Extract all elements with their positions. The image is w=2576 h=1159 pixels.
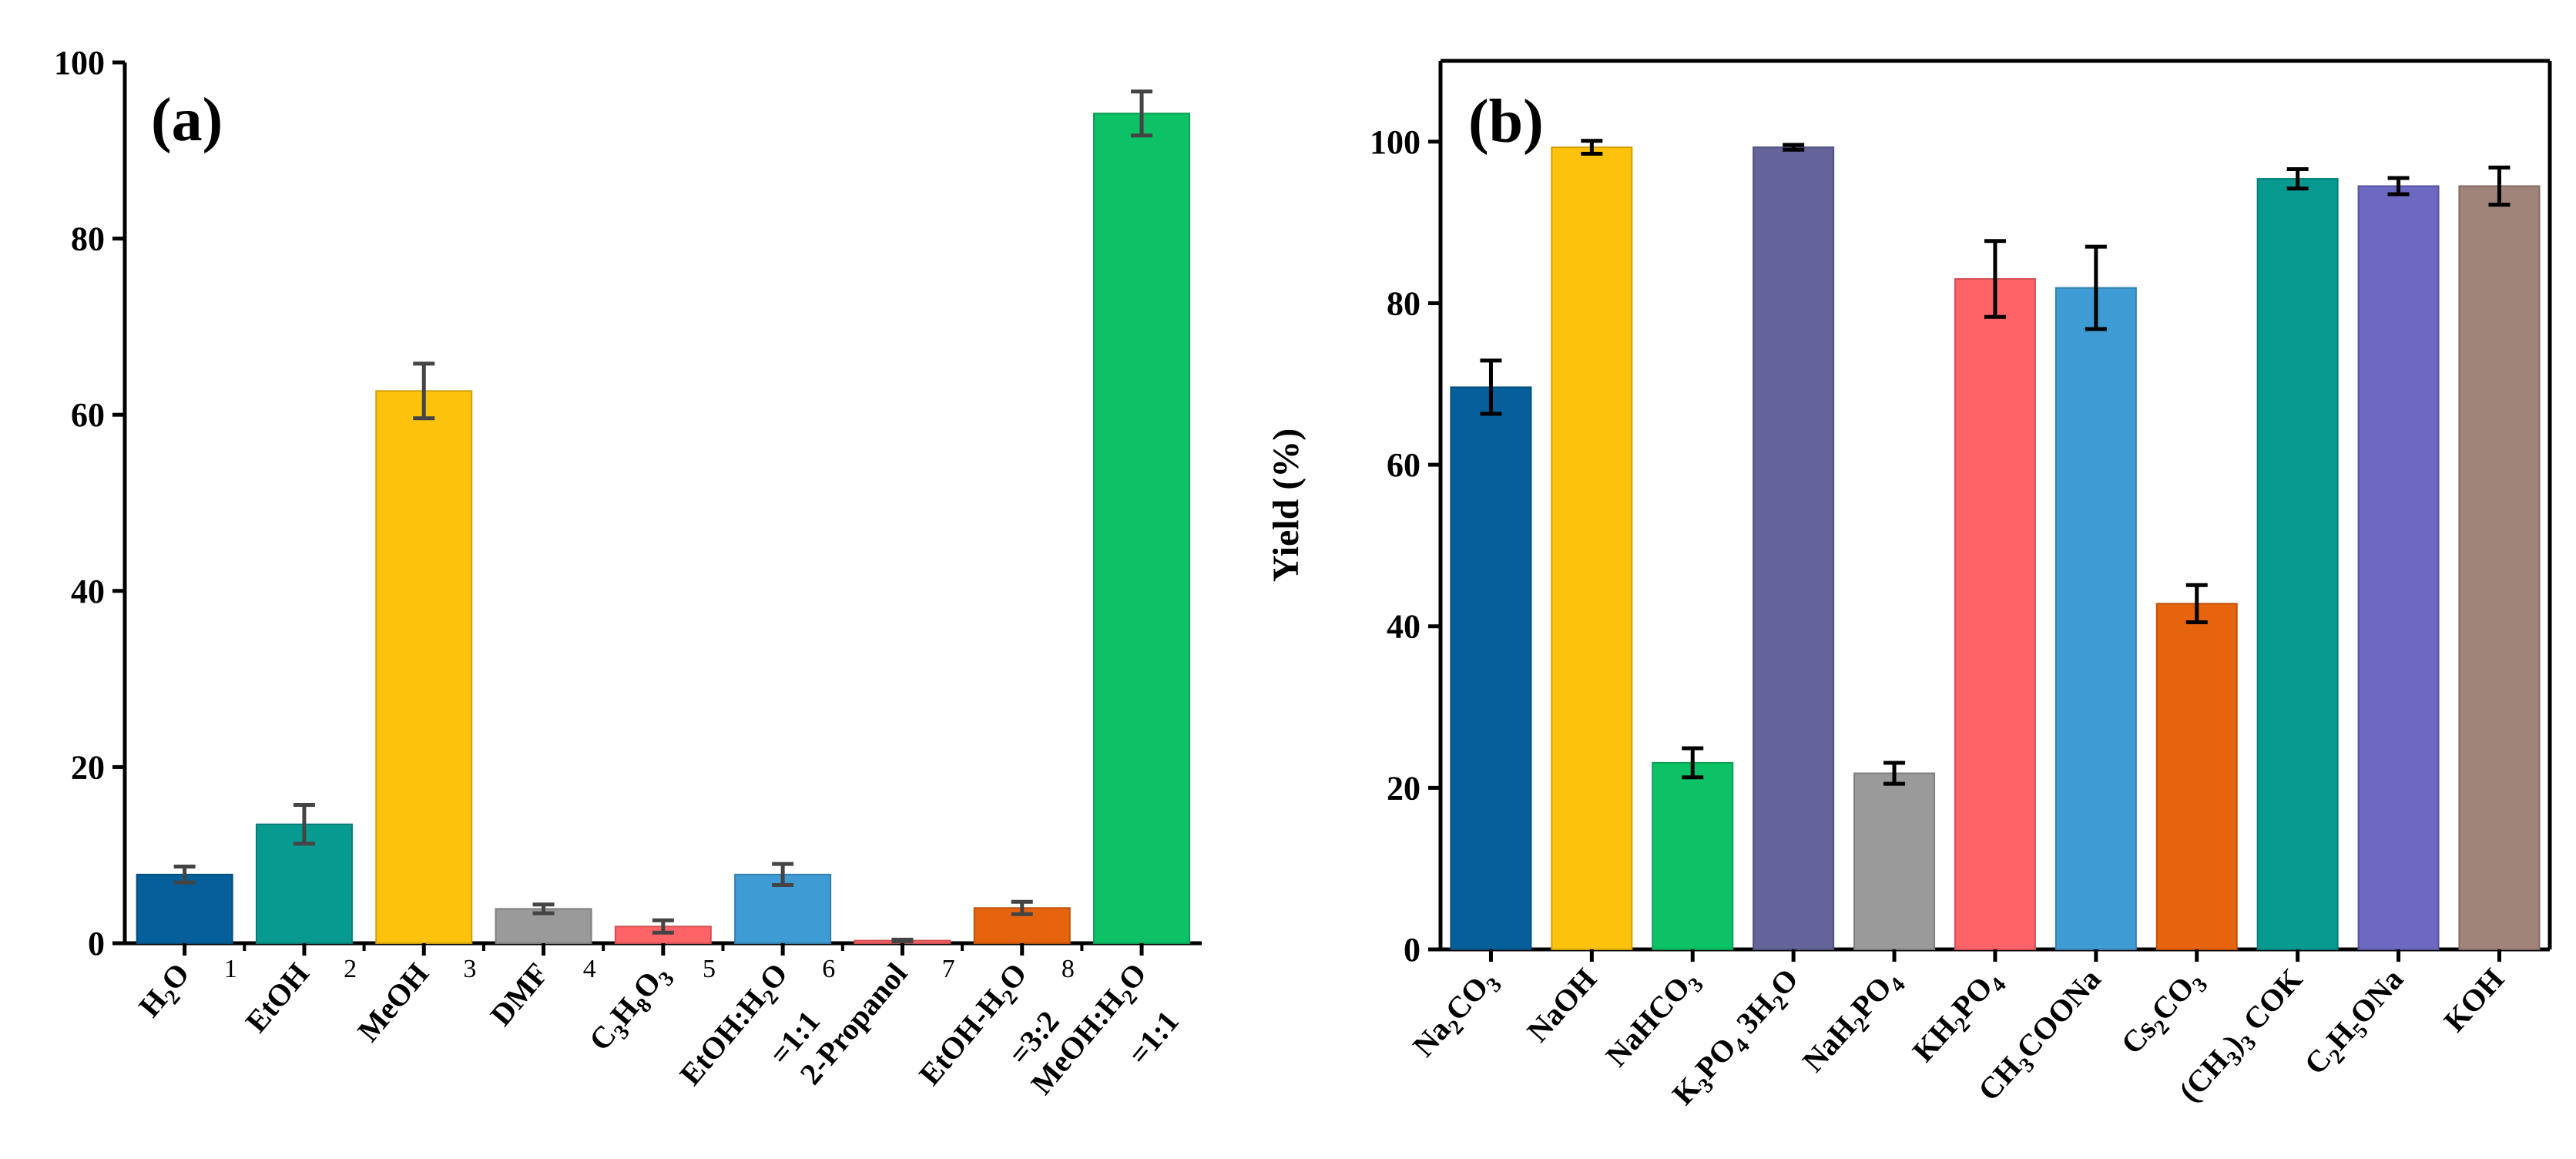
bar-cs2co3: [2155, 603, 2238, 950]
svg-text:EtOH: EtOH: [239, 956, 316, 1039]
svg-text:MeOH: MeOH: [351, 956, 435, 1048]
y-tick-label: 40: [1387, 608, 1420, 646]
bar-nah2po4: [1853, 772, 1936, 950]
error-bar-c2h5ona: [2387, 176, 2410, 197]
svg-text:C2H5ONa: C2H5ONa: [2297, 962, 2414, 1085]
error-bar-meoh: [413, 361, 435, 421]
svg-text:C3H8O3: C3H8O3: [582, 956, 679, 1061]
svg-text:EtOH-H2O: EtOH-H2O: [912, 956, 1038, 1096]
x-tick-label-cs2co3: Cs2CO3: [2114, 962, 2212, 1065]
minor-tick-label: 6: [822, 955, 835, 983]
x-tick-label-h2o: H2O: [132, 956, 201, 1027]
y-tick-label: 0: [1404, 931, 1420, 969]
y-tick-label: 20: [1387, 769, 1420, 807]
error-bar-ch3coona: [2085, 244, 2107, 331]
svg-text:NaH2PO4: NaH2PO4: [1796, 962, 1910, 1083]
x-tick-label-koh: KOH: [2437, 962, 2511, 1038]
minor-tick-label: 5: [703, 955, 716, 983]
error-bar-naoh: [1581, 139, 1603, 156]
x-tick-label-kh2po4: KH2PO4: [1906, 962, 2011, 1073]
error-bar-dmf: [532, 902, 555, 915]
svg-text:Na2CO3: Na2CO3: [1406, 962, 1507, 1067]
error-bar-2-propanol: [891, 937, 914, 944]
minor-tick-label: 8: [1062, 955, 1075, 983]
error-bar-etoh: [293, 803, 315, 846]
bar-meoh: [375, 390, 473, 944]
bar-koh: [2458, 185, 2541, 950]
error-bar-koh: [2488, 165, 2511, 207]
svg-text:NaOH: NaOH: [1520, 962, 1603, 1049]
minor-tick-label: 2: [344, 955, 357, 983]
x-tick-label-meoh: MeOH: [351, 956, 435, 1048]
y-tick-label: 80: [1387, 284, 1420, 322]
error-bar-ch3-3cok: [2286, 166, 2309, 191]
x-tick-label-dmf: DMF: [483, 956, 555, 1033]
y-tick-label: 20: [71, 748, 105, 786]
error-bar-h2o: [173, 865, 196, 885]
error-bar-cs2co3: [2185, 583, 2208, 624]
x-tick-label-naoh: NaOH: [1520, 962, 1603, 1049]
error-bar-etoh-h2o-3-2: [1011, 899, 1033, 916]
x-tick-label-etoh: EtOH: [239, 956, 316, 1039]
error-bar-nahco3: [1682, 746, 1704, 780]
bar-k3po4-3h2o: [1753, 146, 1835, 951]
y-tick-label: 100: [1370, 123, 1420, 161]
x-tick-label-c2h5ona: C2H5ONa: [2297, 962, 2414, 1085]
error-bar-k3po4-3h2o: [1783, 143, 1805, 152]
x-tick-label-c3h8o3: C3H8O3: [582, 956, 679, 1061]
svg-text:=1:1: =1:1: [1122, 1004, 1186, 1071]
y-axis-title: Yield (%): [1266, 428, 1306, 583]
error-bar-nah2po4: [1883, 761, 1906, 786]
panel-a: 0 20 40 60 80 100 (a) H2O EtOH MeOH DMF C3H8O3EtOH:…: [54, 44, 1202, 1101]
error-bar-c3h8o3: [652, 918, 674, 935]
y-tick-label: 60: [71, 396, 105, 434]
error-bar-etoh-h2o-1-1: [772, 862, 794, 888]
bar-h2o: [136, 873, 233, 944]
y-tick-label: 0: [88, 925, 105, 962]
x-tick-label-na2co3: Na2CO3: [1406, 962, 1507, 1067]
bar-na2co3: [1450, 386, 1532, 950]
svg-text:H2O: H2O: [132, 956, 201, 1027]
bar-nahco3: [1652, 761, 1734, 950]
minor-tick-label: 4: [583, 955, 596, 983]
svg-text:KOH: KOH: [2437, 962, 2511, 1038]
svg-text:DMF: DMF: [483, 956, 555, 1033]
svg-text:KH2PO4: KH2PO4: [1906, 962, 2011, 1073]
bar-kh2po4: [1954, 278, 2036, 950]
error-bar-kh2po4: [1984, 239, 2006, 319]
bar-ch3coona: [2054, 287, 2137, 951]
y-tick-label: 80: [71, 220, 105, 258]
y-tick-label: 60: [1387, 446, 1420, 484]
bar-meoh-h2o-1-1: [1093, 113, 1191, 945]
error-bar-meoh-h2o-1-1: [1131, 89, 1153, 138]
bar-naoh: [1551, 146, 1633, 951]
x-tick-label-nah2po4: NaH2PO4: [1796, 962, 1910, 1083]
error-bar-na2co3: [1480, 358, 1502, 416]
y-tick-label: 100: [54, 44, 105, 82]
svg-text:Cs2CO3: Cs2CO3: [2114, 962, 2212, 1065]
bar-c2h5ona: [2357, 185, 2440, 950]
svg-text:EtOH:H2O: EtOH:H2O: [673, 956, 799, 1096]
y-tick-label: 40: [71, 573, 105, 610]
minor-tick-label: 3: [463, 955, 476, 983]
bar-ch3-3cok: [2256, 178, 2339, 950]
minor-tick-label: 1: [224, 955, 237, 983]
panel-label: (b): [1468, 88, 1544, 156]
panel-label: (a): [151, 86, 223, 154]
minor-tick-label: 7: [942, 955, 955, 983]
